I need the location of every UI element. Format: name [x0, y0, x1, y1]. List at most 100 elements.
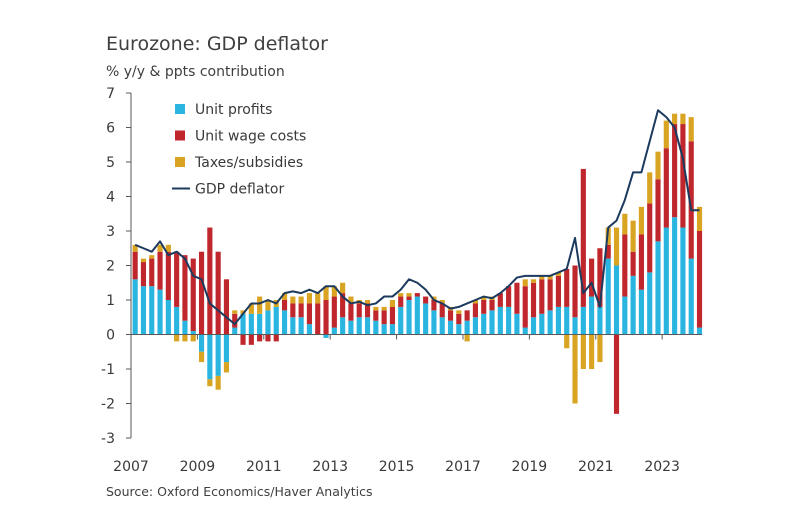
taxes-subsidies-bar: [680, 113, 686, 125]
unit-profits-bar: [174, 306, 180, 335]
unit-wage-costs-bar: [265, 334, 271, 342]
unit-wage-costs-bar: [323, 300, 329, 335]
source-note: Source: Oxford Economics/Haver Analytics: [106, 484, 373, 499]
unit-profits-bar: [223, 334, 230, 363]
taxes-subsidies-bar: [248, 303, 254, 314]
y-tick-label: 2: [106, 259, 115, 275]
unit-wage-costs-bar: [373, 310, 379, 321]
unit-profits-bar: [680, 227, 686, 335]
unit-wage-costs-bar: [555, 275, 561, 307]
unit-profits-bar: [356, 317, 362, 335]
unit-profits-bar: [572, 317, 578, 335]
unit-wage-costs-bar: [672, 124, 678, 218]
taxes-subsidies-bar: [655, 151, 661, 180]
legend-swatch-unit-wage-costs: [175, 130, 185, 141]
unit-profits-bar: [248, 313, 254, 335]
taxes-subsidies-bar: [622, 213, 628, 235]
unit-wage-costs-bar: [423, 296, 429, 304]
axes-layer: -3 -2 -1 0 1 2 3 4 5 6 7 2007 2009 2011 2013 2015 2017 20…: [101, 86, 702, 475]
taxes-subsidies-bar: [232, 310, 238, 314]
unit-profits-bar: [547, 310, 553, 335]
unit-wage-costs-bar: [223, 279, 230, 335]
taxes-subsidies-bar: [630, 220, 636, 252]
legend-swatch-unit-profits: [175, 104, 185, 114]
unit-wage-costs-bar: [215, 251, 221, 335]
unit-wage-costs-bar: [207, 227, 213, 335]
taxes-subsidies-bar: [149, 255, 155, 259]
legend-label-unit-wage-costs: Unit wage costs: [195, 129, 306, 145]
taxes-subsidies-bar: [647, 172, 653, 204]
unit-wage-costs-bar: [613, 334, 620, 414]
unit-wage-costs-bar: [506, 286, 512, 307]
taxes-subsidies-bar: [306, 293, 313, 304]
unit-wage-costs-bar: [464, 310, 470, 321]
taxes-subsidies-bar: [572, 334, 578, 404]
unit-wage-costs-bar: [522, 286, 528, 328]
taxes-subsidies-bar: [431, 296, 437, 300]
unit-profits-bar: [630, 275, 636, 335]
unit-profits-bar: [613, 265, 620, 335]
y-tick-label: 3: [106, 224, 115, 240]
unit-wage-costs-bar: [688, 141, 694, 259]
unit-profits-bar: [281, 310, 288, 335]
unit-wage-costs-bar: [414, 293, 420, 297]
unit-profits-bar: [290, 317, 296, 335]
unit-profits-bar: [638, 289, 644, 335]
y-tick-label: -2: [101, 397, 115, 413]
legend-swatch-taxes-subsidies: [175, 157, 185, 167]
unit-profits-bar: [456, 324, 462, 335]
unit-profits-bar: [364, 317, 371, 335]
unit-wage-costs-bar: [331, 296, 337, 328]
unit-wage-costs-bar: [472, 303, 478, 318]
unit-wage-costs-bar: [497, 293, 503, 307]
x-tick-label: 2015: [379, 459, 415, 475]
taxes-subsidies-bar: [190, 334, 196, 342]
line-layer: [134, 109, 700, 326]
taxes-subsidies-bar: [522, 279, 528, 287]
unit-wage-costs-bar: [273, 334, 279, 342]
unit-profits-bar: [506, 306, 512, 335]
unit-profits-bar: [605, 258, 611, 335]
y-tick-label: 1: [106, 293, 115, 309]
unit-profits-bar: [298, 317, 304, 335]
unit-profits-bar: [647, 272, 653, 335]
unit-wage-costs-bar: [447, 310, 454, 321]
unit-profits-bar: [423, 303, 429, 335]
unit-wage-costs-bar: [290, 303, 296, 318]
unit-wage-costs-bar: [398, 296, 404, 307]
unit-wage-costs-bar: [597, 248, 603, 307]
unit-wage-costs-bar: [547, 279, 553, 311]
taxes-subsidies-bar: [281, 293, 288, 300]
unit-profits-bar: [414, 296, 420, 335]
unit-profits-bar: [157, 289, 163, 335]
taxes-subsidies-bar: [547, 275, 553, 280]
unit-wage-costs-bar: [439, 303, 445, 318]
taxes-subsidies-bar: [638, 206, 644, 235]
unit-profits-bar: [331, 327, 337, 335]
unit-profits-bar: [663, 227, 669, 335]
unit-profits-bar: [323, 334, 329, 338]
taxes-subsidies-bar: [223, 362, 230, 373]
taxes-subsidies-bar: [364, 300, 371, 304]
unit-wage-costs-bar: [356, 303, 362, 318]
gdp-deflator-line: [134, 109, 700, 326]
unit-profits-bar: [215, 334, 221, 376]
legend-label-taxes-subsidies: Taxes/subsidies: [194, 155, 303, 171]
unit-wage-costs-bar: [489, 300, 495, 311]
unit-profits-bar: [464, 320, 470, 335]
taxes-subsidies-bar: [472, 300, 478, 304]
unit-profits-bar: [564, 306, 570, 335]
unit-wage-costs-bar: [647, 203, 653, 273]
taxes-subsidies-bar: [298, 296, 304, 304]
taxes-subsidies-bar: [290, 296, 296, 304]
taxes-subsidies-bar: [439, 300, 445, 304]
unit-profits-bar: [472, 317, 478, 335]
taxes-subsidies-bar: [265, 300, 271, 311]
x-tick-label: 2021: [578, 459, 614, 475]
taxes-subsidies-bar: [389, 300, 396, 307]
unit-wage-costs-bar: [431, 300, 437, 311]
unit-profits-bar: [481, 313, 487, 335]
taxes-subsidies-bar: [215, 375, 221, 390]
taxes-subsidies-bar: [564, 334, 570, 349]
y-axis-label: % y/y & ppts contribution: [106, 64, 285, 80]
